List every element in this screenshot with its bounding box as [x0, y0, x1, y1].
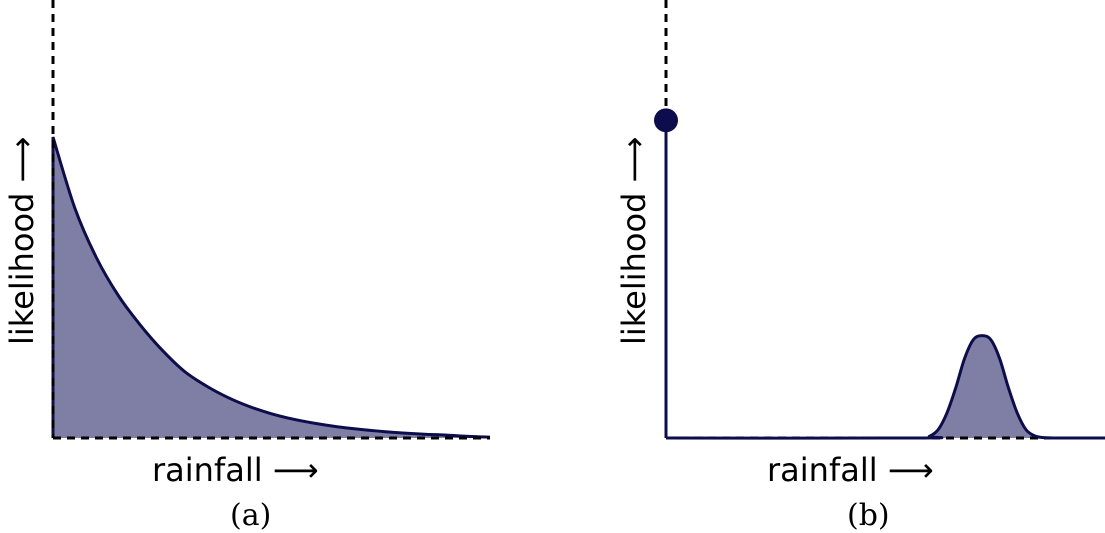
arrow-up-icon: ⟶	[3, 137, 41, 183]
panel-a-curve	[51, 136, 491, 439]
panel-a-area	[53, 137, 490, 439]
panel-a-x-label: rainfall ⟶	[152, 451, 319, 489]
arrow-up-icon: ⟶	[615, 137, 653, 183]
panel-b-y-label: likelihood ⟶	[615, 137, 653, 345]
panel-b-curve	[665, 334, 1105, 440]
panel-a-caption: (a)	[230, 498, 271, 533]
panel-a-y-label: likelihood ⟶	[3, 137, 41, 345]
panel-a: rainfall ⟶ likelihood ⟶ (a)	[3, 0, 491, 533]
panel-b: rainfall ⟶ likelihood ⟶ (b)	[615, 0, 1105, 533]
panel-b-x-label: rainfall ⟶	[767, 451, 934, 489]
arrow-right-icon: ⟶	[273, 451, 319, 489]
panel-b-area	[666, 335, 1105, 439]
panel-b-point-mass-dot	[654, 108, 678, 133]
arrow-right-icon: ⟶	[888, 451, 934, 489]
panel-b-caption: (b)	[847, 498, 890, 533]
